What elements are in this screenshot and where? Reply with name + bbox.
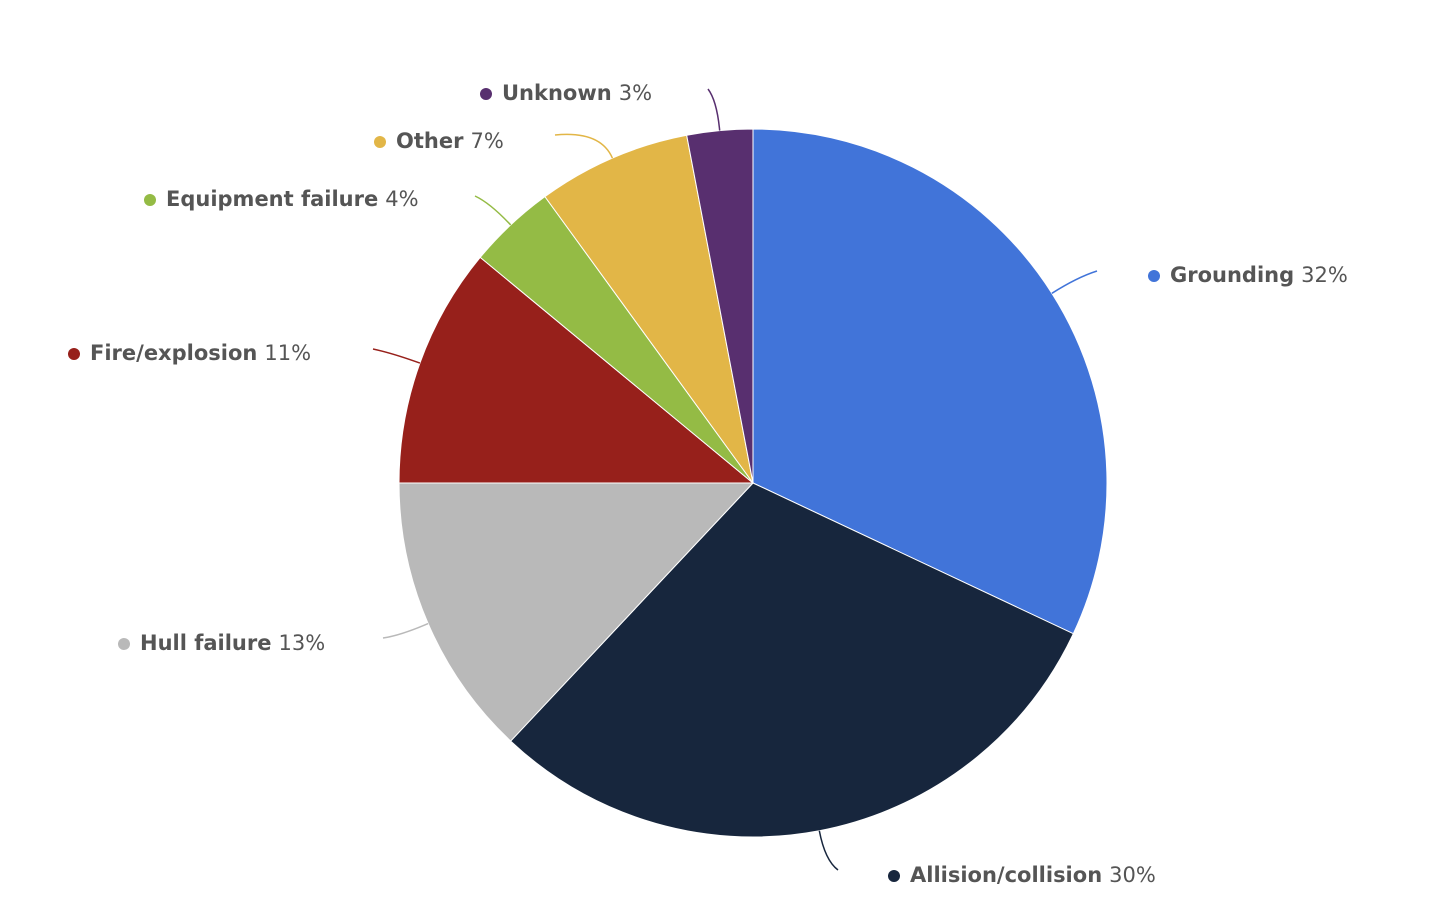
leader-line xyxy=(554,133,614,159)
pie-slice xyxy=(686,128,754,484)
slice-label: Hull failure 13% xyxy=(140,631,325,655)
slice-name: Hull failure xyxy=(140,631,272,655)
legend-dot xyxy=(68,348,80,360)
leader-line xyxy=(1051,270,1098,294)
slice-name: Allision/collision xyxy=(910,863,1102,887)
pie-slice xyxy=(509,482,1074,838)
slice-name: Equipment failure xyxy=(166,187,378,211)
slice-label: Allision/collision 30% xyxy=(910,863,1156,887)
slice-value: 13% xyxy=(279,631,326,655)
pie-slice xyxy=(398,482,755,742)
leader-line xyxy=(707,88,721,131)
slice-name: Grounding xyxy=(1170,263,1294,287)
legend-dot xyxy=(480,88,492,100)
leader-line xyxy=(818,830,839,871)
slice-value: 4% xyxy=(385,187,418,211)
slice-value: 30% xyxy=(1109,863,1156,887)
slice-label: Grounding 32% xyxy=(1170,263,1348,287)
slice-label: Equipment failure 4% xyxy=(166,187,419,211)
slice-value: 11% xyxy=(264,341,311,365)
leader-line xyxy=(372,348,421,364)
legend-dot xyxy=(144,194,156,206)
legend-dot xyxy=(118,638,130,650)
legend-dot xyxy=(888,870,900,882)
slice-name: Other xyxy=(396,129,464,153)
legend-dot xyxy=(1148,270,1160,282)
leader-line xyxy=(474,195,512,226)
slice-value: 32% xyxy=(1301,263,1348,287)
slice-name: Unknown xyxy=(502,81,612,105)
slice-label: Fire/explosion 11% xyxy=(90,341,311,365)
slice-label: Other 7% xyxy=(396,129,504,153)
slice-name: Fire/explosion xyxy=(90,341,257,365)
slice-label: Unknown 3% xyxy=(502,81,652,105)
leader-line xyxy=(382,622,429,639)
slice-value: 3% xyxy=(619,81,652,105)
slice-value: 7% xyxy=(470,129,503,153)
legend-dot xyxy=(374,136,386,148)
